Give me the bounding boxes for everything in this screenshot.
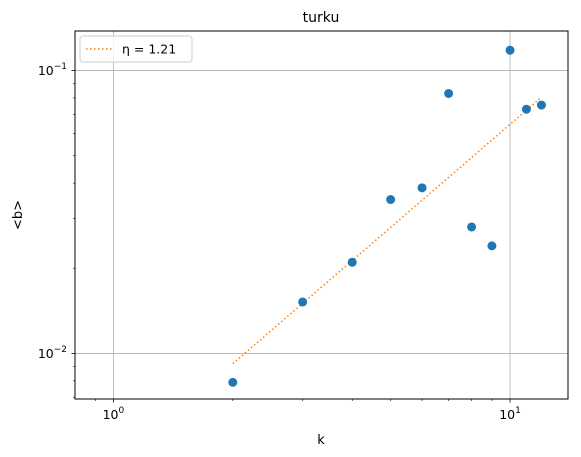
y-tick-label-0: 10−2	[38, 345, 67, 361]
chart-title: turku	[303, 10, 340, 26]
x-tick-label-1: 101	[499, 406, 521, 422]
plot-frame	[74, 30, 569, 400]
legend-box	[79, 35, 193, 63]
data-point-8	[505, 45, 515, 55]
x-tick-label-0: 100	[103, 406, 125, 422]
data-point-6	[467, 222, 477, 232]
points-layer	[228, 45, 546, 387]
y-axis-label: <b>	[11, 200, 26, 230]
data-point-1	[298, 297, 308, 307]
data-point-4	[417, 183, 427, 193]
x-axis-label: k	[317, 433, 325, 448]
y-tick-label-1: 10−1	[38, 62, 67, 78]
data-point-5	[444, 88, 454, 98]
fit-layer	[232, 96, 542, 365]
data-point-0	[228, 377, 238, 387]
data-point-2	[347, 257, 357, 267]
data-point-10	[536, 100, 546, 110]
ticks-layer: 100 101 10−2 10−1	[38, 62, 521, 422]
data-point-7	[487, 241, 497, 251]
legend-fit-label: η = 1.21	[122, 42, 176, 57]
fit-line	[232, 96, 542, 365]
grid-layer	[75, 31, 568, 399]
data-point-9	[521, 104, 531, 114]
legend: η = 1.21	[79, 35, 193, 63]
data-point-3	[386, 195, 396, 205]
